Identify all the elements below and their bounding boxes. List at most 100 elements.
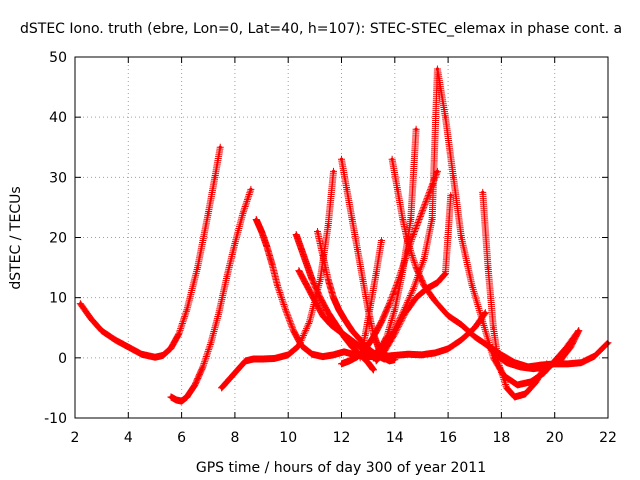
data-point bbox=[470, 284, 474, 288]
data-point bbox=[321, 253, 325, 258]
data-point bbox=[395, 187, 400, 191]
data-point bbox=[305, 262, 309, 267]
data-point bbox=[379, 238, 384, 243]
data-point bbox=[363, 332, 368, 336]
data-point bbox=[169, 346, 173, 350]
data-point bbox=[473, 335, 477, 339]
data-point bbox=[406, 352, 410, 356]
data-point bbox=[321, 314, 325, 318]
data-point bbox=[299, 344, 304, 348]
data-point bbox=[185, 308, 189, 312]
data-point bbox=[371, 356, 376, 360]
data-point bbox=[401, 217, 405, 222]
data-point bbox=[305, 284, 309, 288]
data-point bbox=[414, 296, 418, 300]
data-point bbox=[307, 320, 312, 324]
data-point bbox=[446, 314, 450, 318]
data-point bbox=[218, 145, 222, 149]
data-point bbox=[387, 359, 392, 363]
y-tick-label: 20 bbox=[49, 231, 67, 247]
data-point bbox=[227, 377, 232, 381]
data-point bbox=[403, 311, 408, 315]
data-point bbox=[374, 359, 378, 363]
data-point bbox=[299, 247, 304, 252]
data-point bbox=[491, 326, 496, 330]
data-point bbox=[371, 368, 376, 372]
data-point bbox=[459, 338, 464, 342]
y-axis-label: dSTEC / TECUs bbox=[8, 186, 24, 289]
data-point bbox=[481, 190, 485, 194]
data-point bbox=[326, 223, 330, 228]
data-point bbox=[451, 175, 456, 179]
data-point bbox=[243, 359, 248, 363]
data-point bbox=[180, 399, 184, 403]
data-point bbox=[435, 281, 440, 285]
y-tick-label: 30 bbox=[49, 170, 67, 186]
x-tick-label: 18 bbox=[492, 430, 510, 446]
data-point bbox=[433, 351, 437, 355]
data-point bbox=[310, 352, 314, 356]
data-point bbox=[331, 296, 336, 300]
data-point bbox=[347, 359, 352, 363]
data-point bbox=[315, 229, 320, 234]
data-point bbox=[577, 329, 581, 333]
data-point bbox=[275, 284, 280, 288]
data-point bbox=[374, 272, 378, 276]
data-point bbox=[355, 247, 360, 252]
data-point bbox=[350, 329, 354, 333]
data-point bbox=[505, 361, 509, 365]
data-point bbox=[251, 357, 256, 361]
data-point bbox=[435, 67, 440, 71]
data-point bbox=[358, 356, 362, 360]
data-point bbox=[419, 353, 424, 357]
data-point bbox=[345, 335, 349, 339]
data-point bbox=[318, 296, 322, 300]
data-point bbox=[201, 365, 205, 369]
data-point bbox=[393, 332, 397, 336]
data-point bbox=[569, 345, 573, 349]
data-series-13 bbox=[372, 191, 455, 365]
data-point bbox=[233, 241, 237, 246]
data-point bbox=[387, 302, 392, 306]
data-point bbox=[273, 356, 277, 361]
data-point bbox=[259, 229, 264, 234]
data-point bbox=[379, 320, 384, 324]
data-point bbox=[313, 299, 317, 303]
data-point bbox=[169, 395, 173, 399]
data-point bbox=[342, 350, 346, 354]
data-point bbox=[414, 127, 418, 131]
data-point bbox=[259, 357, 264, 361]
data-point bbox=[366, 361, 370, 365]
data-point bbox=[505, 386, 509, 390]
data-point bbox=[390, 157, 394, 161]
data-point bbox=[254, 217, 258, 222]
data-point bbox=[326, 311, 330, 315]
data-point bbox=[395, 281, 400, 285]
data-point bbox=[337, 329, 341, 333]
data-point bbox=[411, 287, 416, 291]
data-point bbox=[443, 115, 448, 119]
data-point bbox=[545, 365, 549, 369]
data-point bbox=[331, 169, 336, 173]
data-point bbox=[235, 368, 240, 372]
data-point bbox=[422, 256, 426, 261]
data-point bbox=[265, 244, 269, 249]
data-point bbox=[486, 344, 490, 348]
y-tick-label: 0 bbox=[58, 351, 67, 367]
data-point bbox=[270, 262, 274, 267]
data-point bbox=[409, 217, 413, 222]
x-tick-label: 16 bbox=[439, 430, 457, 446]
x-tick-label: 20 bbox=[546, 430, 564, 446]
data-point bbox=[566, 362, 570, 366]
data-point bbox=[225, 275, 229, 279]
data-point bbox=[361, 278, 365, 282]
data-point bbox=[206, 211, 210, 216]
data-series-2 bbox=[167, 185, 255, 405]
data-point bbox=[329, 323, 333, 327]
data-point bbox=[217, 311, 221, 315]
data-point bbox=[339, 362, 344, 366]
data-point bbox=[393, 308, 397, 312]
data-point bbox=[382, 356, 386, 360]
data-point bbox=[249, 187, 253, 191]
data-point bbox=[425, 287, 429, 291]
